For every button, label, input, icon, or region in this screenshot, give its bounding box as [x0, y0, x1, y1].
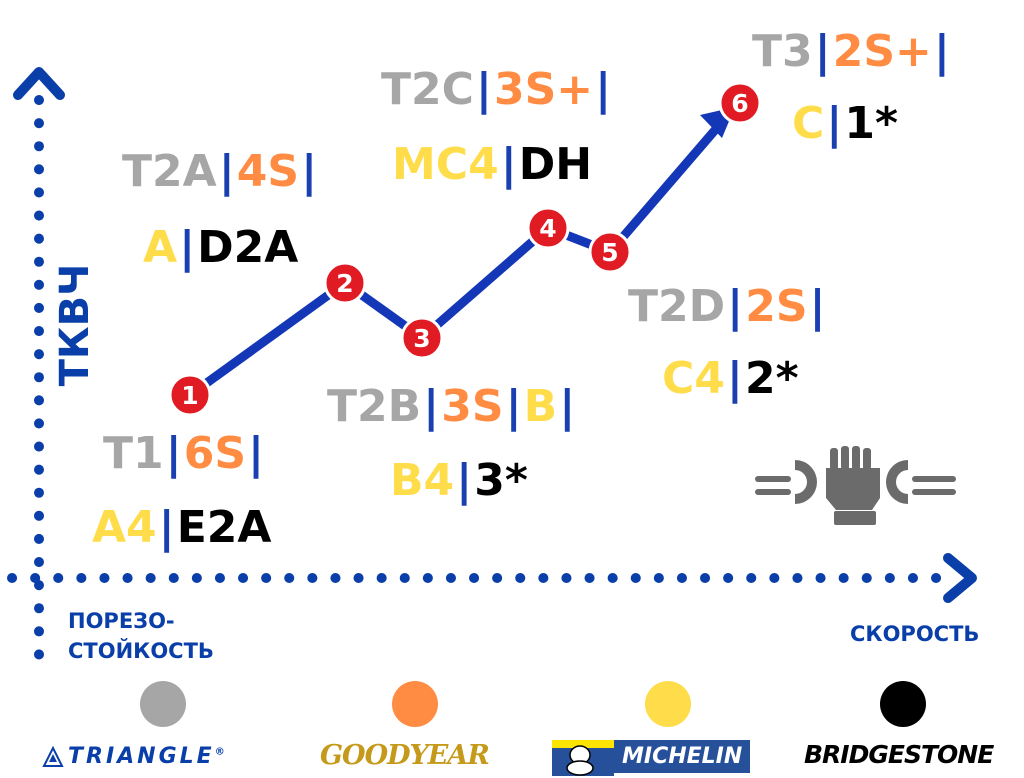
marker-point-5: 5 — [588, 230, 632, 274]
separator: | — [826, 98, 843, 149]
point-1-top-label: T1|6S| — [103, 432, 266, 476]
legend-dot-goodyear — [392, 681, 438, 727]
marker-label-2: 2 — [336, 269, 353, 298]
point-6-michelin: C — [792, 98, 825, 149]
point-3-michelin: B4 — [390, 455, 455, 506]
michelin-man-icon — [552, 740, 614, 776]
separator: | — [726, 353, 743, 404]
point-1-michelin: A4 — [92, 502, 157, 553]
marker-point-3: 3 — [400, 316, 444, 360]
separator: | — [809, 281, 826, 332]
separator: | — [179, 222, 196, 273]
point-5-top-label: T2D|2S| — [628, 285, 828, 329]
separator: | — [814, 26, 831, 77]
progression-line — [187, 112, 732, 399]
marker-point-1: 1 — [168, 373, 212, 417]
point-2-michelin: A — [143, 222, 178, 273]
separator: | — [727, 281, 744, 332]
marker-label-4: 4 — [539, 214, 556, 243]
separator: | — [301, 146, 318, 197]
x-axis-label-cut-resistance: ПОРЕЗО- СТОЙКОСТЬ — [68, 606, 214, 666]
marker-label-5: 5 — [601, 238, 618, 267]
point-6-bridgestone: 1* — [844, 98, 898, 149]
separator: | — [165, 428, 182, 479]
separator: | — [595, 64, 612, 115]
separator: | — [559, 381, 576, 432]
chevron-up-icon — [13, 67, 65, 100]
y-axis-label-wrap: ТКВЧ — [52, 258, 98, 388]
point-3-bridgestone: 3* — [474, 455, 528, 506]
triangle-logo-icon — [42, 745, 64, 767]
separator: | — [500, 139, 517, 190]
point-4-bridgestone: DH — [518, 139, 593, 190]
point-3-goodyear: 3S — [441, 381, 504, 432]
x-axis-label-speed: СКОРОСТЬ — [850, 622, 980, 646]
y-axis — [13, 67, 65, 665]
point-5-michelin: C4 — [662, 353, 725, 404]
separator: | — [505, 381, 522, 432]
y-axis-label: ТКВЧ — [52, 263, 98, 387]
point-4-bottom-label: MC4|DH — [392, 143, 592, 187]
legend-dot-michelin — [645, 681, 691, 727]
marker-point-6: 6 — [718, 81, 762, 125]
brand-triangle-text: TRIANGLE — [68, 744, 215, 769]
legend-dot-triangle — [140, 681, 186, 727]
x-axis — [7, 553, 977, 603]
point-2-class: T2A — [122, 146, 217, 197]
point-2-bridgestone: D2A — [197, 222, 299, 273]
separator: | — [158, 502, 175, 553]
point-5-bridgestone: 2* — [744, 353, 799, 404]
marker-label-3: 3 — [413, 324, 430, 353]
point-1-bridgestone: E2A — [176, 502, 272, 553]
marker-label-6: 6 — [731, 89, 748, 118]
point-3-top-label: T2B|3S|B| — [327, 385, 577, 429]
legend-dot-bridgestone — [880, 681, 926, 727]
separator: | — [248, 428, 265, 479]
point-4-class: T2C — [381, 64, 474, 115]
marker-point-4: 4 — [526, 206, 570, 250]
point-1-class: T1 — [103, 428, 164, 479]
separator: | — [933, 26, 950, 77]
legend-brand-bridgestone: BRIDGESTONE — [804, 740, 994, 769]
point-3-class: T2B — [327, 381, 422, 432]
point-1-goodyear: 6S — [183, 428, 247, 479]
point-3-michelin-alt: B — [523, 381, 558, 432]
separator: | — [456, 455, 473, 506]
chevron-right-icon — [943, 553, 977, 603]
point-4-michelin: MC4 — [392, 139, 499, 190]
marker-label-1: 1 — [181, 381, 198, 410]
point-4-goodyear: 3S+ — [494, 64, 594, 115]
point-4-top-label: T2C|3S+| — [381, 68, 613, 112]
x-axis-label-line1: ПОРЕЗО- — [68, 609, 175, 633]
point-1-bottom-label: A4|E2A — [92, 506, 271, 550]
point-2-top-label: T2A|4S| — [122, 150, 319, 194]
x-axis-label-line2: СТОЙКОСТЬ — [68, 639, 214, 663]
point-5-goodyear: 2S — [745, 281, 808, 332]
point-5-class: T2D — [628, 281, 726, 332]
point-6-bottom-label: C|1* — [792, 102, 898, 146]
point-2-goodyear: 4S — [236, 146, 300, 197]
point-2-bottom-label: A|D2A — [143, 226, 298, 270]
handshake-tool-icon — [755, 446, 956, 525]
point-5-bottom-label: C4|2* — [662, 357, 799, 401]
point-3-bottom-label: B4|3* — [390, 459, 528, 503]
registered-mark: ® — [214, 746, 228, 758]
legend-brand-michelin: MICHELIN — [614, 740, 751, 773]
marker-point-2: 2 — [323, 261, 367, 305]
point-6-class: T3 — [752, 26, 813, 77]
legend-brand-triangle: TRIANGLE® — [68, 744, 228, 769]
point-6-top-label: T3|2S+| — [752, 30, 952, 74]
legend-brand-goodyear: GOODYEAR — [320, 740, 490, 771]
separator: | — [423, 381, 440, 432]
point-6-goodyear: 2S+ — [832, 26, 932, 77]
separator: | — [218, 146, 235, 197]
separator: | — [475, 64, 492, 115]
